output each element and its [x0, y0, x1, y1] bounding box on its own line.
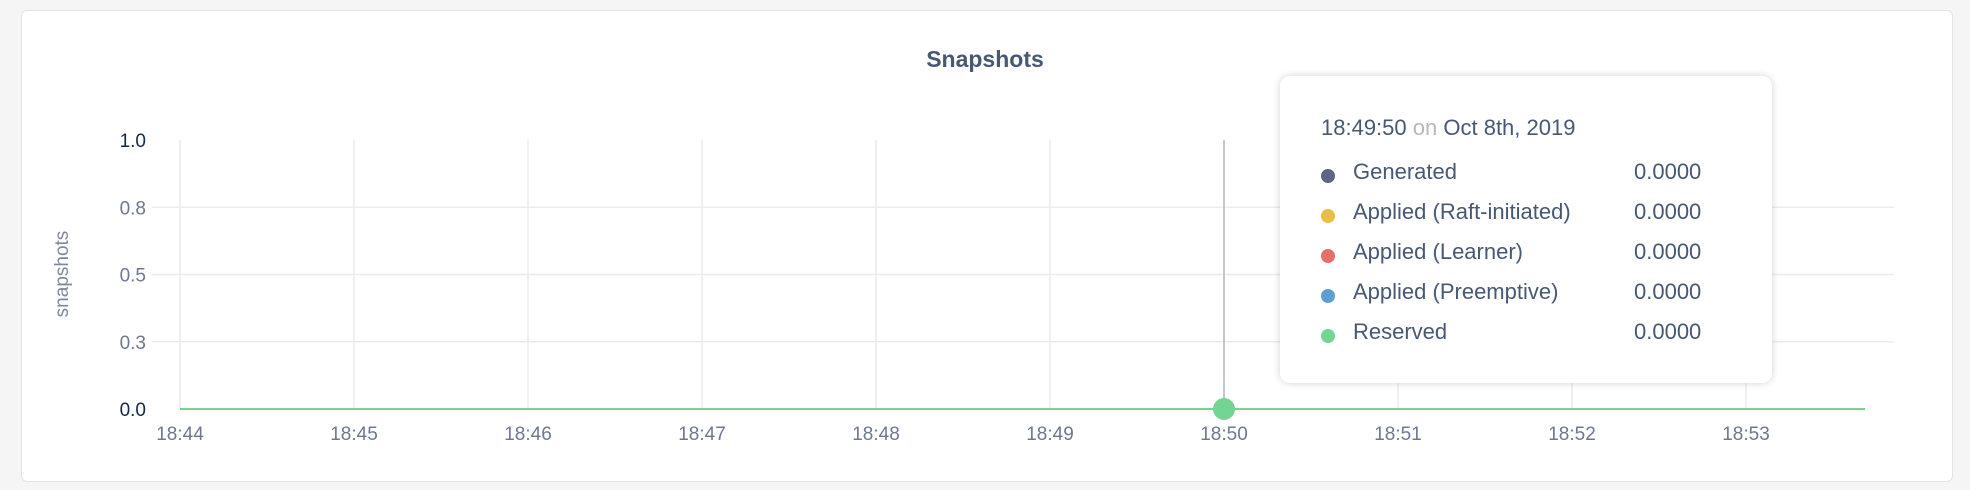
- x-tick-label: 18:48: [852, 424, 900, 445]
- tooltip-row: Applied (Learner) 0.0000: [1321, 239, 1741, 279]
- legend-dot-icon: [1321, 289, 1335, 303]
- tooltip-on: on: [1412, 115, 1438, 140]
- x-tick-label: 18:45: [330, 424, 378, 445]
- y-tick-label: 0.5: [120, 266, 146, 287]
- y-axis-label: snapshots: [52, 231, 73, 318]
- x-tick-label: 18:51: [1374, 424, 1422, 445]
- tooltip-series-value: 0.0000: [1634, 239, 1702, 264]
- tooltip-row: Applied (Preemptive) 0.0000: [1321, 279, 1741, 319]
- tooltip-series-label: Generated: [1353, 159, 1457, 184]
- y-tick-label: 1.0: [120, 131, 146, 152]
- tooltip-header: 18:49:50 on Oct 8th, 2019: [1321, 115, 1575, 141]
- legend-dot-icon: [1321, 169, 1335, 183]
- x-tick-label: 18:52: [1548, 424, 1596, 445]
- tooltip-time: 18:49:50: [1321, 115, 1407, 140]
- tooltip-series-value: 0.0000: [1634, 319, 1702, 344]
- tooltip-row: Reserved 0.0000: [1321, 319, 1741, 359]
- tooltip-date: Oct 8th, 2019: [1443, 115, 1576, 140]
- tooltip-series-label: Applied (Raft-initiated): [1353, 199, 1571, 224]
- chart-tooltip: 18:49:50 on Oct 8th, 2019 Generated 0.000…: [1280, 76, 1772, 383]
- tooltip-series-label: Applied (Learner): [1353, 239, 1523, 264]
- x-tick-label: 18:46: [504, 424, 552, 445]
- x-tick-label: 18:49: [1026, 424, 1074, 445]
- x-tick-label: 18:44: [156, 424, 204, 445]
- tooltip-series-value: 0.0000: [1634, 279, 1702, 304]
- y-tick-label: 0.3: [120, 333, 146, 354]
- tooltip-row: Applied (Raft-initiated) 0.0000: [1321, 199, 1741, 239]
- chart-title: Snapshots: [926, 46, 1044, 72]
- tooltip-series-label: Applied (Preemptive): [1353, 279, 1559, 304]
- tooltip-series-label: Reserved: [1353, 319, 1448, 344]
- tooltip-series-value: 0.0000: [1634, 159, 1702, 184]
- legend-dot-icon: [1321, 329, 1335, 343]
- x-tick-label: 18:47: [678, 424, 726, 445]
- hover-point: [1213, 398, 1235, 420]
- x-tick-label: 18:50: [1200, 424, 1248, 445]
- tooltip-row: Generated 0.0000: [1321, 159, 1741, 199]
- y-tick-label: 0.8: [120, 198, 146, 219]
- tooltip-series-value: 0.0000: [1634, 199, 1702, 224]
- legend-dot-icon: [1321, 249, 1335, 263]
- legend-dot-icon: [1321, 209, 1335, 223]
- x-tick-label: 18:53: [1722, 424, 1770, 445]
- y-tick-label: 0.0: [120, 400, 146, 421]
